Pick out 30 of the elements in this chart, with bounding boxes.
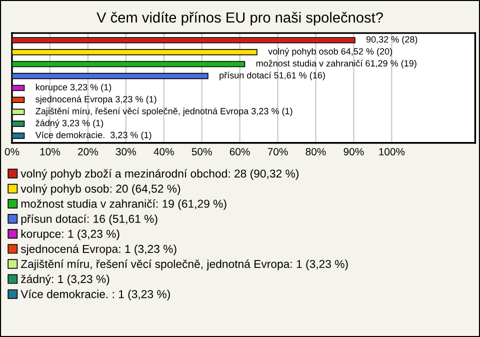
x-tick-label: 20%	[78, 148, 98, 156]
x-tick-label: 70%	[268, 148, 288, 156]
legend-label: sjednocená Evropa: 1 (3,23 %)	[20, 244, 176, 256]
legend-label: korupce: 1 (3,23 %)	[21, 230, 120, 240]
data-label: volný pohyb osob 64,52 % (20)	[268, 48, 392, 56]
legend-label: volný pohyb osob: 20 (64,52 %)	[20, 184, 180, 195]
data-label: Více demokracie. 3,23 % (1)	[35, 131, 152, 140]
x-tick-label: 80%	[306, 148, 326, 156]
legend-label: přísun dotací: 16 (51,61 %)	[21, 214, 158, 226]
legend-label: Více demokracie. : 1 (3,23 %)	[20, 290, 170, 300]
x-tick-label: 0%	[4, 148, 20, 156]
data-label: žádný 3,23 % (1)	[36, 120, 104, 128]
x-tick-label: 90%	[344, 148, 364, 156]
legend-label: Zajištění míru, řešení věcí společně, jednotná Evropa: 1 (3,23 %)	[20, 260, 348, 270]
x-tick-label: 30%	[116, 148, 136, 156]
data-label: možnost studia v zahraničí 61,29 % (19)	[256, 60, 416, 68]
x-tick-label: 100%	[379, 148, 405, 156]
x-tick-label: 10%	[40, 148, 60, 156]
data-label: korupce 3,23 % (1)	[36, 84, 112, 92]
data-label: přísun dotací 51,61 % (16)	[220, 72, 325, 80]
legend-label: možnost studia v zahraničí: 19 (61,29 %)	[21, 199, 226, 210]
data-label: Zajištění míru, řešení věcí společně, jednotná Evropa 3,23 % (1)	[36, 108, 292, 116]
x-tick-label: 50%	[192, 148, 212, 156]
data-label: sjednocená Evropa 3,23 % (1)	[36, 96, 156, 104]
chart-title: V čem vidíte přínos EU pro naši společnost?	[96, 12, 383, 26]
data-label: 90,32 % (28)	[366, 36, 418, 44]
legend-label: žádný: 1 (3,23 %)	[21, 274, 110, 286]
x-tick-label: 60%	[230, 148, 250, 156]
x-tick-label: 40%	[154, 148, 174, 156]
legend-label: volný pohyb zboží a mezinárodní obchod: 28 (90,32 %)	[20, 169, 298, 180]
